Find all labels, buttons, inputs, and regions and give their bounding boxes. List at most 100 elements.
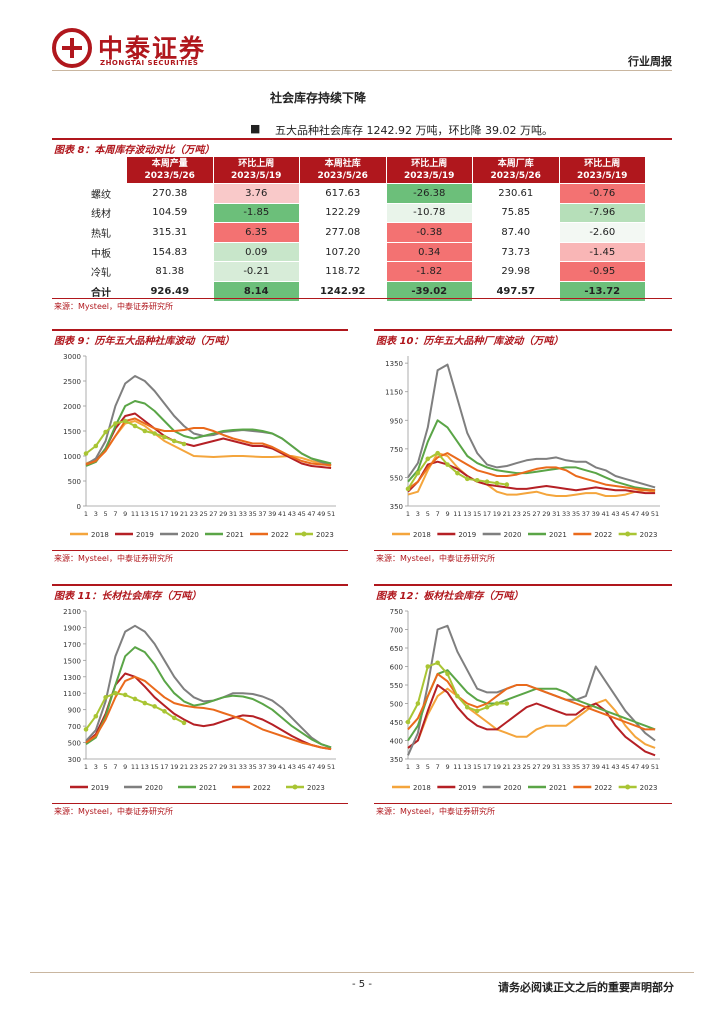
company-logo: 中泰证券 ZHONGTAI SECURITIES (52, 28, 222, 74)
series-point-2023 (435, 660, 440, 666)
table-cell: -0.38 (385, 222, 473, 243)
y-tick-label: 950 (390, 417, 403, 425)
x-tick-label: 25 (522, 763, 530, 771)
inventory-table: 本周产量 2023/5/26 环比上周 2023/5/19 本周社库 2023/5/26 环… (86, 156, 646, 302)
table-row: 线材 104.59 -1.85 122.29 -10.78 75.85 -7.96 (86, 202, 646, 224)
x-tick-label: 1 (84, 763, 88, 771)
table-row: 热轧 315.31 6.35 277.08 -0.38 87.40 -2.60 (86, 222, 646, 243)
table-cell: 1242.92 (299, 280, 387, 302)
x-tick-label: 39 (268, 510, 276, 518)
series-point-2023 (93, 443, 99, 449)
series-line-2019 (85, 412, 332, 469)
fig12-title: 图表 12：板材社会库存（万吨） (376, 591, 524, 602)
x-tick-label: 45 (298, 510, 306, 518)
x-tick-label: 43 (611, 510, 619, 518)
table-cell: 0.34 (385, 241, 473, 263)
x-tick-label: 43 (288, 763, 296, 771)
footer-note: 请务必阅读正文之后的重要声明部分 (498, 981, 674, 994)
x-tick-label: 5 (104, 510, 108, 518)
legend-label: 2020 (504, 784, 522, 792)
legend-marker (292, 784, 298, 790)
x-tick-label: 27 (209, 763, 217, 771)
x-tick-label: 31 (552, 763, 560, 771)
x-tick-label: 27 (532, 763, 540, 771)
series-point-2023 (435, 450, 440, 456)
series-point-2023 (474, 708, 480, 714)
x-tick-label: 49 (641, 510, 649, 518)
table-row: 螺纹 270.38 3.76 617.63 -26.38 230.61 -0.76 (86, 183, 646, 204)
series-line-2018 (407, 687, 656, 749)
series-line-2019 (85, 672, 332, 751)
x-tick-label: 35 (572, 763, 580, 771)
series-point-2023 (83, 727, 89, 732)
x-tick-label: 3 (416, 763, 420, 771)
x-tick-label: 43 (288, 510, 296, 518)
series-point-2023 (132, 423, 138, 429)
logo-mark-icon (52, 28, 92, 68)
x-tick-label: 31 (229, 510, 237, 518)
figure-top-rule (52, 138, 672, 140)
legend-label: 2018 (413, 784, 431, 792)
x-tick-label: 5 (426, 763, 430, 771)
x-tick-label: 23 (513, 510, 521, 518)
table-cell: 0.09 (212, 241, 300, 263)
x-tick-label: 7 (113, 763, 117, 771)
legend-label: 2020 (145, 784, 163, 792)
legend-marker (625, 784, 631, 790)
y-tick-label: 1300 (63, 674, 81, 682)
table-cell: 87.40 (472, 222, 560, 243)
x-tick-label: 47 (631, 510, 639, 518)
x-tick-label: 23 (190, 763, 198, 771)
legend-label: 2018 (413, 531, 431, 539)
series-line-2022 (85, 675, 332, 751)
series-point-2023 (474, 477, 480, 483)
series-line-2022 (407, 672, 656, 731)
series-point-2023 (425, 456, 431, 462)
x-tick-label: 1 (406, 763, 410, 771)
x-tick-label: 27 (532, 510, 540, 518)
series-point-2023 (445, 462, 450, 467)
x-tick-label: 7 (436, 510, 440, 518)
series-point-2023 (425, 664, 431, 669)
y-tick-label: 1000 (63, 453, 81, 461)
x-tick-label: 29 (542, 510, 550, 518)
legend-label: 2020 (504, 531, 522, 539)
figure-top-rule (52, 329, 348, 331)
y-tick-label: 500 (68, 740, 81, 748)
table-header-2: 本周社库 2023/5/26 (299, 156, 387, 184)
table-cell: 497.57 (472, 280, 560, 302)
legend-marker (625, 531, 631, 537)
x-tick-label: 25 (522, 510, 530, 518)
x-tick-label: 49 (317, 763, 325, 771)
table-cell: 29.98 (472, 261, 560, 282)
fig11-title: 图表 11：长材社会库存（万吨） (54, 591, 202, 602)
table-cell: 926.49 (126, 280, 214, 302)
series-line-2020 (85, 624, 332, 749)
y-tick-label: 700 (68, 723, 81, 731)
series-point-2023 (484, 704, 490, 710)
table-cell: 277.08 (299, 222, 387, 243)
x-tick-label: 7 (436, 763, 440, 771)
series-point-2023 (152, 704, 157, 709)
series-line-2021 (407, 419, 656, 492)
legend-label: 2023 (640, 784, 658, 792)
table-cell: -26.38 (385, 183, 473, 204)
figure-top-rule (374, 329, 672, 331)
legend-marker (301, 531, 307, 537)
figure-bottom-rule (52, 803, 348, 804)
series-point-2023 (181, 441, 187, 447)
table-cell: 154.83 (126, 241, 214, 263)
series-point-2023 (152, 431, 157, 436)
y-tick-label: 750 (390, 446, 403, 454)
x-tick-label: 19 (493, 763, 501, 771)
series-point-2023 (494, 480, 500, 486)
series-point-2023 (504, 482, 510, 487)
x-tick-label: 39 (268, 763, 276, 771)
x-tick-label: 39 (592, 763, 600, 771)
x-tick-label: 17 (483, 763, 491, 771)
table-title: 图表 8：本周库存波动对比（万吨） (54, 145, 215, 156)
x-tick-label: 29 (219, 510, 227, 518)
